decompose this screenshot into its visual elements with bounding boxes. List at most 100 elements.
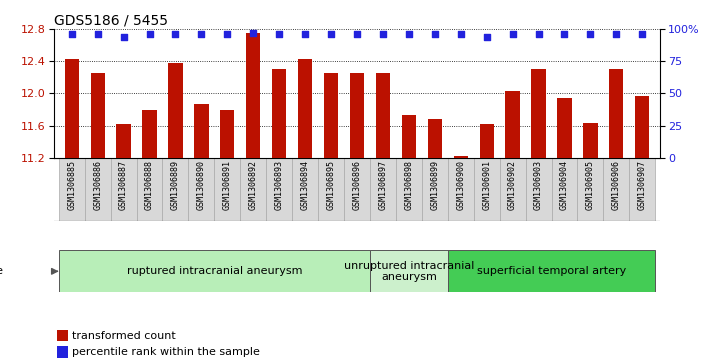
Bar xyxy=(603,158,629,221)
Bar xyxy=(551,158,578,221)
Bar xyxy=(298,59,312,158)
Text: transformed count: transformed count xyxy=(72,331,176,341)
Bar xyxy=(500,158,526,221)
Point xyxy=(221,31,233,37)
Bar xyxy=(59,158,85,221)
Bar xyxy=(635,96,650,158)
Point xyxy=(559,31,570,37)
Bar xyxy=(163,158,188,221)
Bar xyxy=(85,158,111,221)
Bar xyxy=(116,124,131,158)
Point xyxy=(455,31,466,37)
Text: unruptured intracranial
aneurysm: unruptured intracranial aneurysm xyxy=(343,261,474,282)
Text: GSM1306903: GSM1306903 xyxy=(534,160,543,210)
Text: GSM1306898: GSM1306898 xyxy=(404,160,413,210)
Bar xyxy=(583,123,598,158)
Text: GSM1306905: GSM1306905 xyxy=(586,160,595,210)
Bar xyxy=(428,119,442,158)
Bar xyxy=(629,158,655,221)
Bar xyxy=(241,158,266,221)
Bar xyxy=(370,158,396,221)
Text: GSM1306885: GSM1306885 xyxy=(67,160,76,210)
Bar xyxy=(453,156,468,158)
Bar xyxy=(136,158,163,221)
Bar xyxy=(266,158,292,221)
Bar xyxy=(56,346,68,358)
Bar xyxy=(480,124,494,158)
Bar xyxy=(370,250,448,292)
Text: ruptured intracranial aneurysm: ruptured intracranial aneurysm xyxy=(126,266,302,276)
Point xyxy=(118,34,129,40)
Bar xyxy=(188,158,214,221)
Text: percentile rank within the sample: percentile rank within the sample xyxy=(72,347,260,357)
Text: GSM1306896: GSM1306896 xyxy=(353,160,361,210)
Text: GSM1306899: GSM1306899 xyxy=(431,160,439,210)
Text: GSM1306886: GSM1306886 xyxy=(93,160,102,210)
Bar xyxy=(142,110,156,158)
Text: GSM1306891: GSM1306891 xyxy=(223,160,232,210)
Text: GSM1306887: GSM1306887 xyxy=(119,160,128,210)
Point xyxy=(144,31,155,37)
Bar xyxy=(609,69,623,158)
Point xyxy=(66,31,77,37)
Text: GSM1306893: GSM1306893 xyxy=(275,160,283,210)
Bar xyxy=(272,69,286,158)
Text: GDS5186 / 5455: GDS5186 / 5455 xyxy=(54,14,168,28)
Point xyxy=(92,31,104,37)
Point xyxy=(585,31,596,37)
Point xyxy=(248,30,259,36)
Text: GSM1306897: GSM1306897 xyxy=(378,160,388,210)
Point xyxy=(351,31,363,37)
Bar xyxy=(473,158,500,221)
Bar xyxy=(56,330,68,341)
Text: GSM1306900: GSM1306900 xyxy=(456,160,466,210)
Bar xyxy=(91,73,105,158)
Bar xyxy=(292,158,318,221)
Bar xyxy=(402,115,416,158)
Bar xyxy=(578,158,603,221)
Bar xyxy=(214,158,241,221)
Point xyxy=(610,31,622,37)
Point xyxy=(196,31,207,37)
Bar xyxy=(246,33,261,158)
Text: GSM1306889: GSM1306889 xyxy=(171,160,180,210)
Text: GSM1306890: GSM1306890 xyxy=(197,160,206,210)
Bar xyxy=(169,63,183,158)
Text: tissue: tissue xyxy=(0,266,4,276)
Bar xyxy=(396,158,422,221)
Point xyxy=(507,31,518,37)
Text: GSM1306907: GSM1306907 xyxy=(638,160,647,210)
Point xyxy=(170,31,181,37)
Bar xyxy=(350,73,364,158)
Text: GSM1306906: GSM1306906 xyxy=(612,160,621,210)
Text: GSM1306904: GSM1306904 xyxy=(560,160,569,210)
Bar xyxy=(531,69,545,158)
Point xyxy=(326,31,337,37)
Text: GSM1306895: GSM1306895 xyxy=(326,160,336,210)
Point xyxy=(299,31,311,37)
Bar xyxy=(111,158,136,221)
Text: GSM1306901: GSM1306901 xyxy=(482,160,491,210)
Point xyxy=(377,31,388,37)
Text: GSM1306902: GSM1306902 xyxy=(508,160,517,210)
Point xyxy=(533,31,544,37)
Bar xyxy=(558,98,572,158)
Bar xyxy=(194,104,208,158)
Bar xyxy=(376,73,390,158)
Point xyxy=(481,34,493,40)
Text: GSM1306888: GSM1306888 xyxy=(145,160,154,210)
Point xyxy=(403,31,415,37)
Text: superficial temporal artery: superficial temporal artery xyxy=(477,266,626,276)
Point xyxy=(637,31,648,37)
Bar xyxy=(64,59,79,158)
Point xyxy=(429,31,441,37)
Bar xyxy=(59,250,370,292)
Bar xyxy=(324,73,338,158)
Bar xyxy=(422,158,448,221)
Text: GSM1306892: GSM1306892 xyxy=(248,160,258,210)
Bar xyxy=(318,158,344,221)
Bar xyxy=(220,110,234,158)
Point xyxy=(273,31,285,37)
Bar xyxy=(526,158,551,221)
Bar xyxy=(448,250,655,292)
